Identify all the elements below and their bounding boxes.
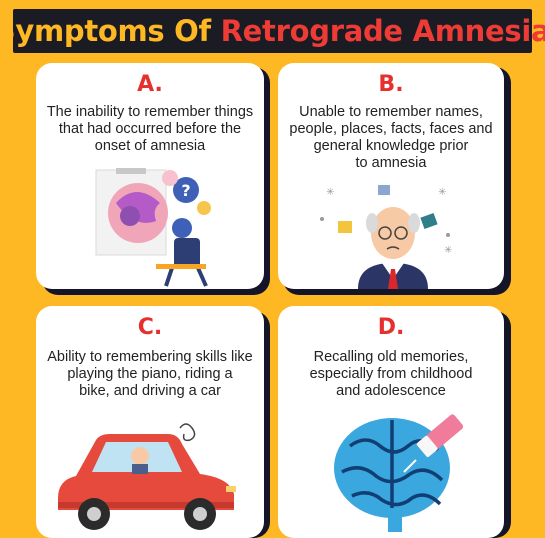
- title-bar: Symptoms Of Retrograde Amnesia: [0, 9, 545, 53]
- card-b-line: Unable to remember names,: [299, 104, 483, 120]
- card-d-line: especially from childhood: [309, 366, 473, 382]
- confused-head-question-marks-icon: ?: [95, 168, 211, 287]
- card-a-line: The inability to remember things: [46, 104, 254, 120]
- card-c-letter: C.: [137, 315, 163, 340]
- svg-text:✳: ✳: [444, 245, 452, 256]
- card-b-description: Unable to remember names, people, places…: [284, 104, 498, 172]
- card-d: D. Recalling old memories, especially fr…: [278, 306, 504, 538]
- card-a: A. The inability to remember things that…: [36, 63, 264, 289]
- card-a-line: onset of amnesia: [94, 138, 206, 154]
- man-driving-red-car-icon: [58, 423, 236, 530]
- svg-text:✳: ✳: [326, 187, 334, 198]
- page-title: Symptoms Of Retrograde Amnesia: [0, 14, 545, 48]
- svg-text:✳: ✳: [438, 187, 446, 198]
- card-d-description: Recalling old memories, especially from …: [284, 349, 498, 400]
- card-b-line: general knowledge prior: [313, 138, 469, 154]
- card-b: B. Unable to remember names, people, pla…: [278, 63, 504, 289]
- brain-with-eraser-icon: [334, 414, 464, 532]
- card-c-description: Ability to remembering skills like playi…: [42, 349, 258, 400]
- card-b-letter: B.: [378, 72, 404, 97]
- svg-text:?: ?: [181, 181, 190, 200]
- card-c-line: Ability to remembering skills like: [47, 349, 253, 365]
- card-b-line: to amnesia: [355, 155, 427, 171]
- card-c: C. Ability to remembering skills like pl…: [36, 306, 264, 538]
- title-part-1: Symptoms Of: [0, 14, 221, 48]
- card-a-line: that had occurred before the: [58, 121, 242, 137]
- card-d-line: and adolescence: [336, 383, 446, 399]
- card-a-description: The inability to remember things that ha…: [42, 104, 258, 155]
- card-c-line: bike, and driving a car: [79, 383, 221, 399]
- card-d-line: Recalling old memories,: [313, 349, 469, 365]
- title-part-2: Retrograde Amnesia: [220, 14, 545, 48]
- card-c-line: playing the piano, riding a: [67, 366, 233, 382]
- confused-old-man-puzzle-icon: ✳ ✳ ✳: [320, 185, 452, 289]
- card-b-line: people, places, facts, faces and: [289, 121, 493, 137]
- card-d-letter: D.: [377, 315, 405, 340]
- card-a-letter: A.: [137, 72, 163, 97]
